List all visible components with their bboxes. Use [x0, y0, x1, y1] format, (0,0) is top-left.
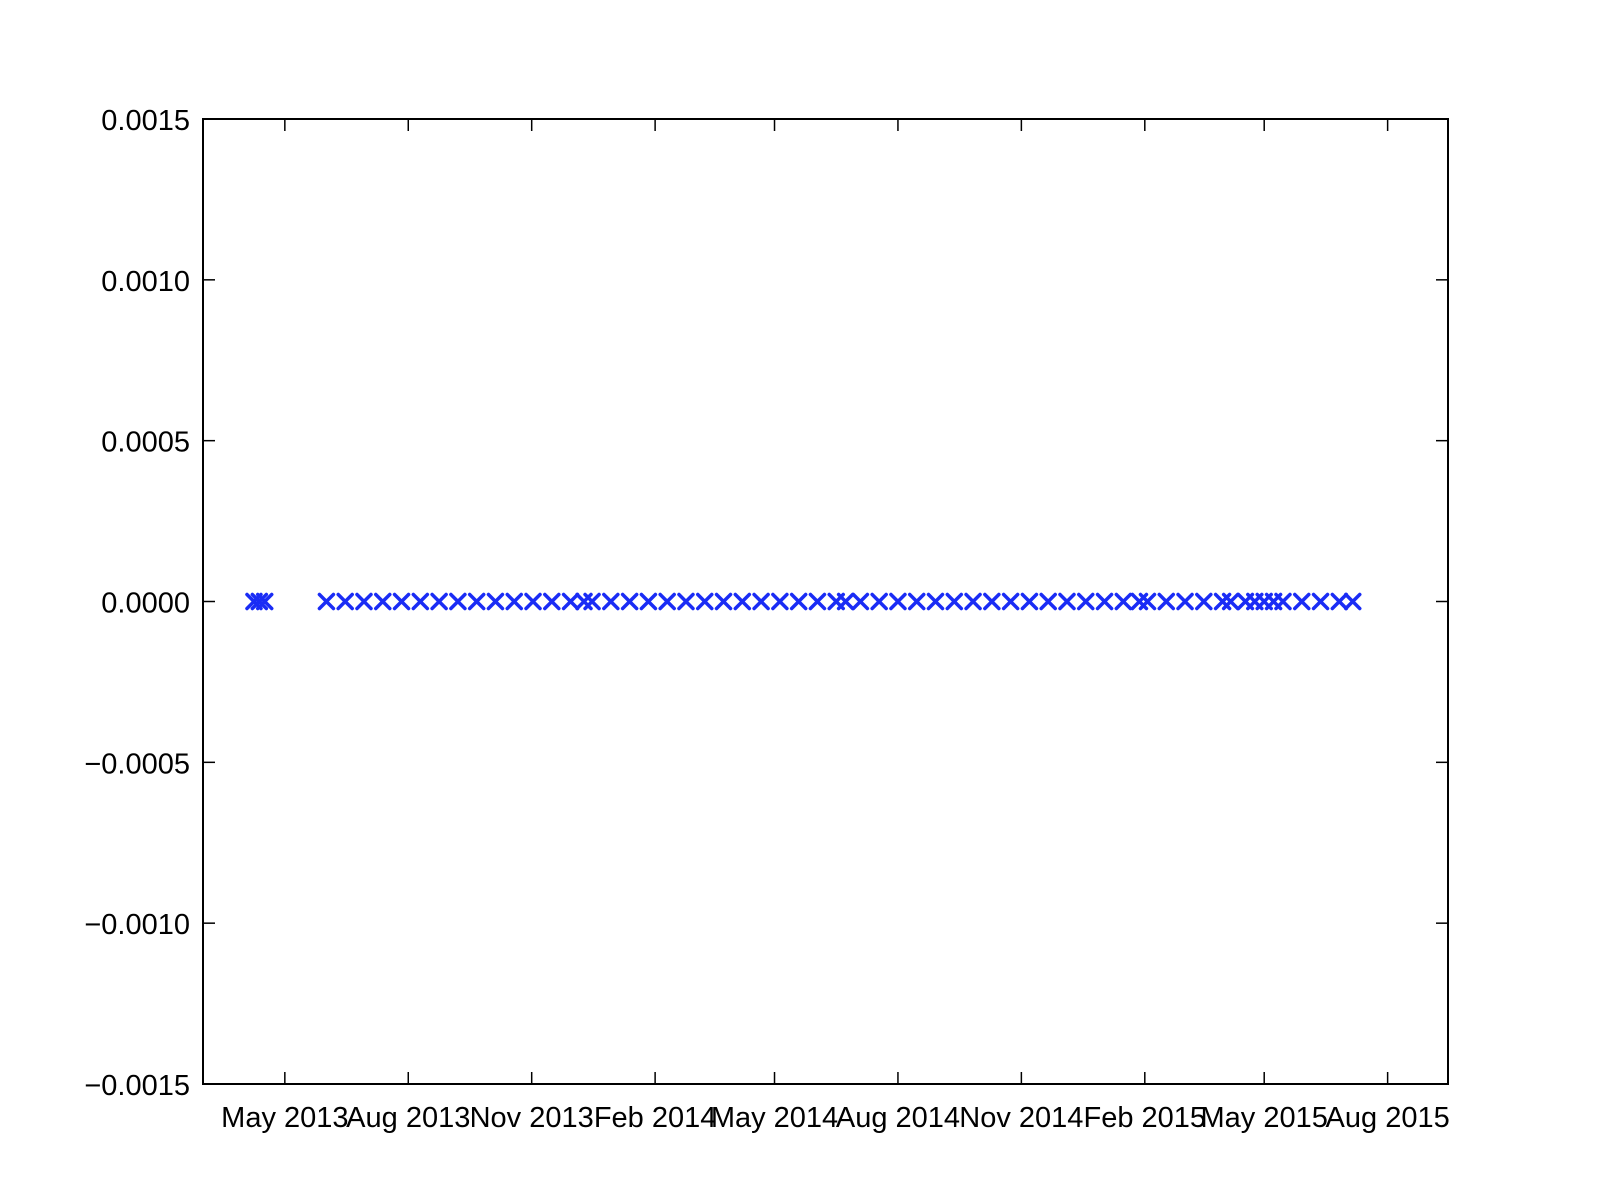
- data-points: [245, 592, 1362, 611]
- data-point: [1001, 592, 1020, 611]
- data-point: [733, 592, 752, 611]
- data-point: [1077, 592, 1095, 611]
- x-tick-label: Aug 2015: [1326, 1102, 1450, 1134]
- data-point: [983, 592, 1001, 611]
- data-point: [696, 592, 714, 611]
- data-point: [486, 592, 505, 611]
- data-point: [524, 592, 542, 611]
- data-point: [583, 592, 601, 611]
- data-point: [1195, 592, 1213, 611]
- x-tick-label: Feb 2014: [594, 1102, 717, 1134]
- x-tick-label: Feb 2015: [1084, 1102, 1207, 1134]
- data-point: [677, 592, 695, 611]
- data-point: [926, 592, 945, 611]
- data-point: [1138, 592, 1157, 611]
- data-point: [907, 592, 926, 611]
- x-tick-label: Nov 2013: [470, 1102, 594, 1134]
- data-point: [1176, 592, 1194, 611]
- data-point: [1058, 592, 1076, 611]
- data-point: [1095, 592, 1114, 611]
- data-point: [1311, 592, 1330, 611]
- x-tick-label: May 2015: [1201, 1102, 1328, 1134]
- data-point: [714, 592, 733, 611]
- x-tick-label: May 2014: [711, 1102, 838, 1134]
- data-point: [561, 592, 580, 611]
- data-point: [543, 592, 561, 611]
- data-point: [1157, 592, 1176, 611]
- data-point: [808, 592, 827, 611]
- y-axis: 0.0015 0.0010 0.0005 0.0000 −0.0005 −0.0010 −0…: [84, 105, 1448, 1102]
- data-point: [851, 592, 870, 611]
- data-point: [1344, 592, 1362, 611]
- data-point: [1020, 592, 1039, 611]
- data-point: [639, 592, 658, 611]
- data-point: [870, 592, 888, 611]
- data-point: [1293, 592, 1311, 611]
- data-point: [317, 592, 336, 611]
- x-tick-label: Aug 2014: [836, 1102, 960, 1134]
- x-tick-label: May 2013: [221, 1102, 348, 1134]
- data-point: [752, 592, 770, 611]
- data-point: [255, 592, 274, 611]
- y-tick-label: 0.0000: [101, 588, 190, 620]
- data-point: [602, 592, 620, 611]
- y-tick-label: 0.0010: [101, 266, 190, 298]
- data-point: [467, 592, 486, 611]
- y-tick-label: 0.0015: [101, 105, 190, 137]
- x-tick-label: Nov 2014: [959, 1102, 1083, 1134]
- y-tick-label: −0.0015: [84, 1070, 190, 1102]
- data-point: [336, 592, 354, 611]
- data-point: [505, 592, 523, 611]
- data-point: [1330, 592, 1349, 611]
- data-point: [430, 592, 448, 611]
- data-point: [1039, 592, 1057, 611]
- axes-frame: [202, 118, 1449, 1085]
- data-point: [658, 592, 676, 611]
- y-tick-label: −0.0010: [84, 909, 190, 941]
- x-tick-label: Aug 2013: [346, 1102, 470, 1134]
- data-point: [355, 592, 373, 611]
- data-point: [620, 592, 639, 611]
- data-point: [889, 592, 907, 611]
- data-point: [1221, 592, 1240, 611]
- data-point: [392, 592, 411, 611]
- data-point: [945, 592, 964, 611]
- y-tick-label: 0.0005: [101, 427, 190, 459]
- data-point: [374, 592, 392, 611]
- data-point: [411, 592, 430, 611]
- data-point: [789, 592, 808, 611]
- data-point: [771, 592, 789, 611]
- data-point: [1274, 592, 1292, 611]
- data-point: [964, 592, 982, 611]
- y-tick-label: −0.0005: [84, 748, 190, 780]
- data-point: [449, 592, 467, 611]
- data-point: [836, 592, 855, 611]
- data-point: [250, 592, 269, 611]
- data-point: [1114, 592, 1133, 611]
